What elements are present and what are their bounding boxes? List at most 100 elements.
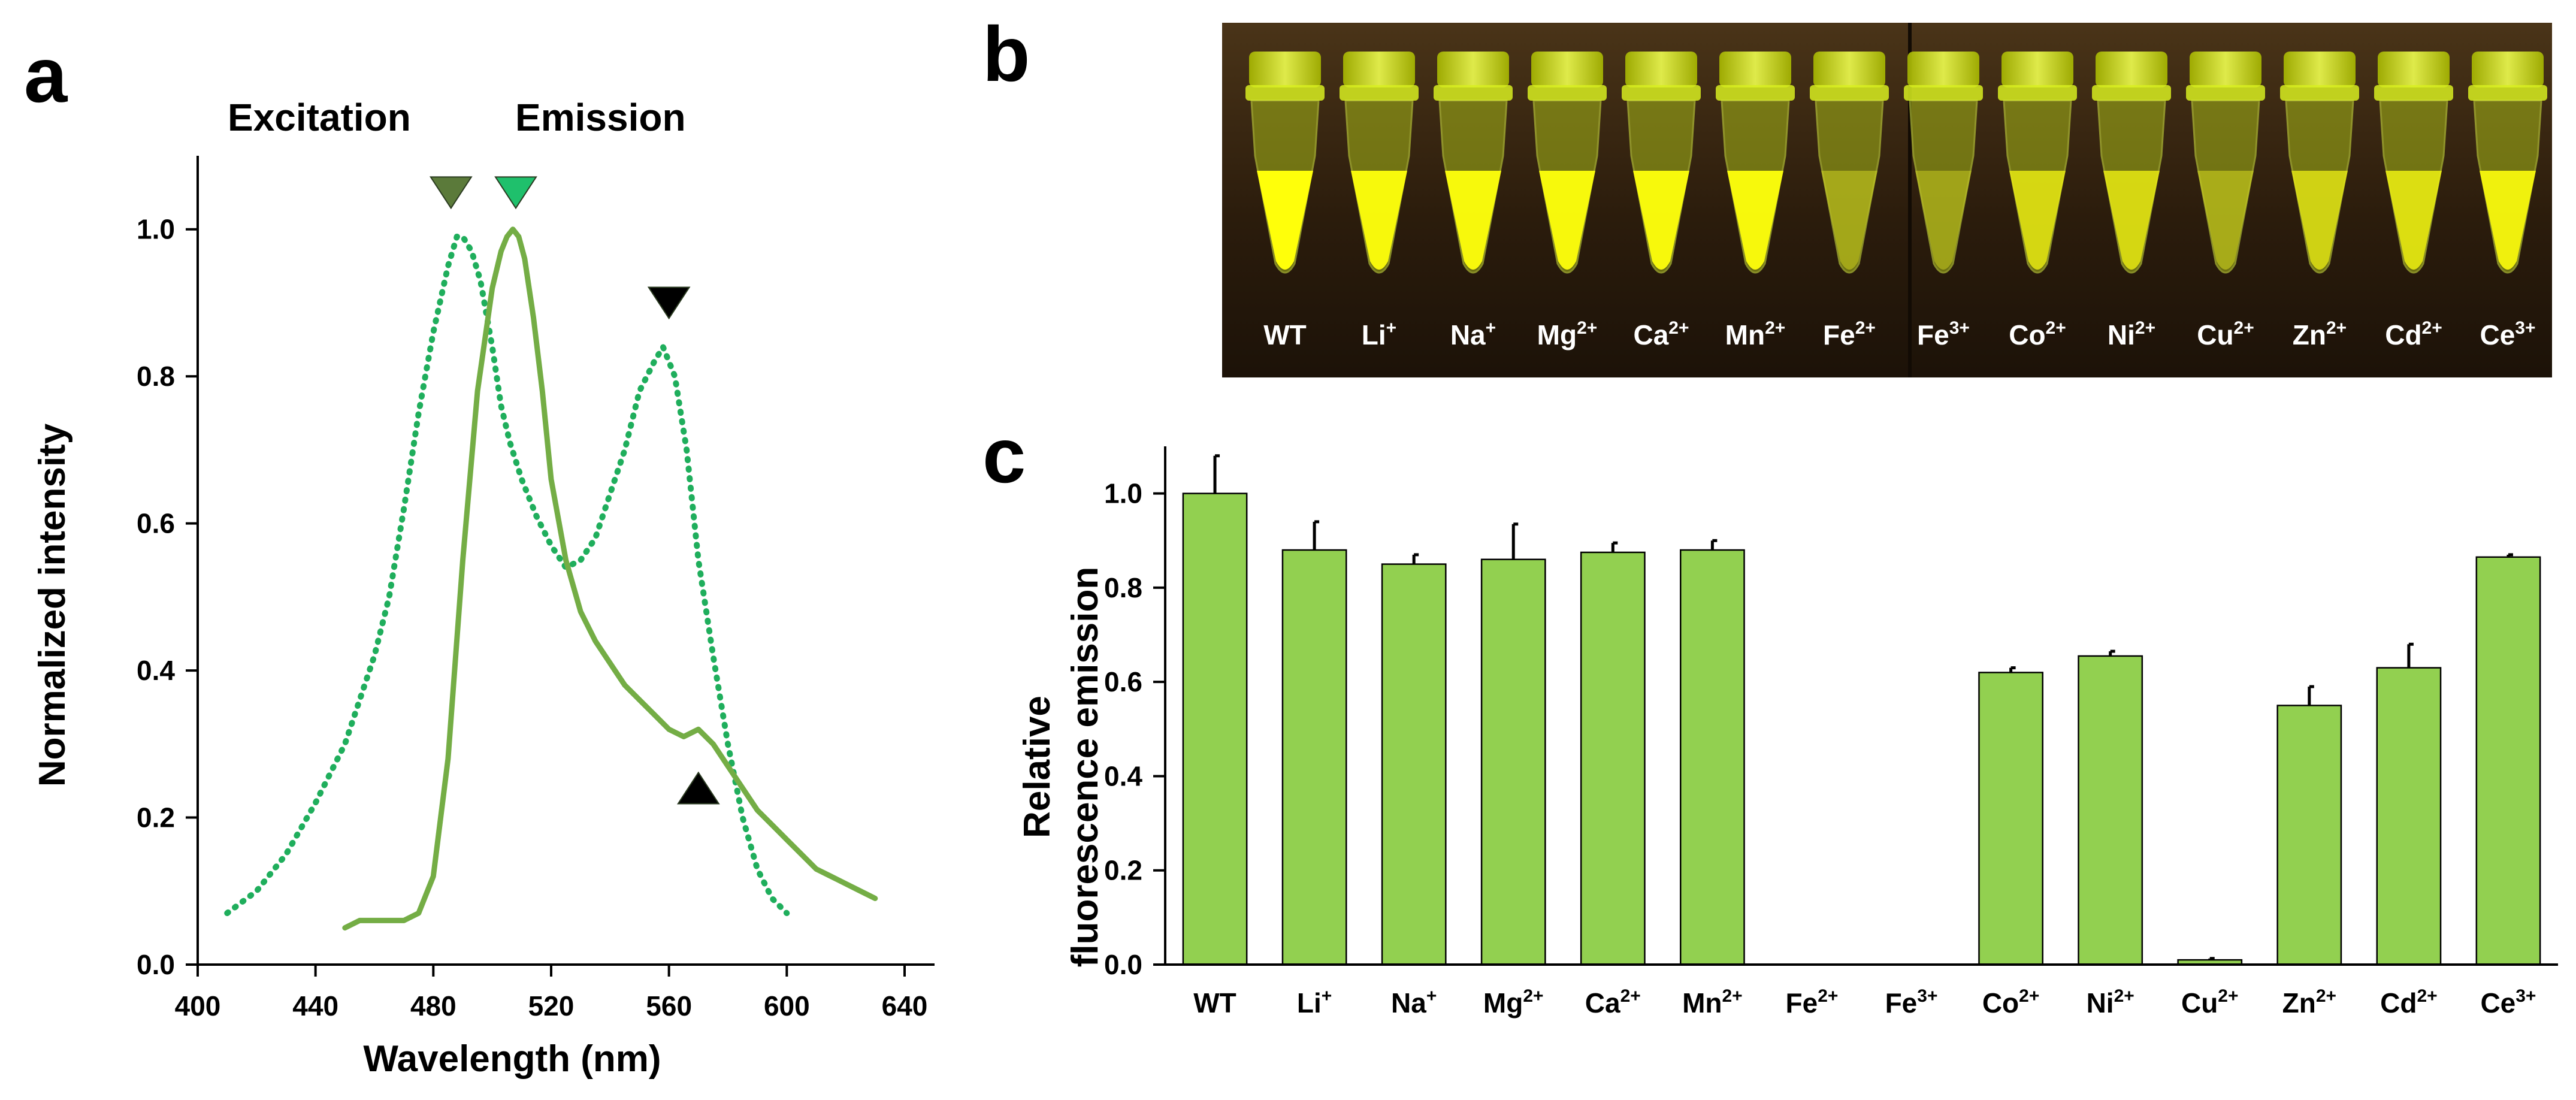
tube-label: Mg2+: [1537, 318, 1598, 350]
x-category-label: Fe2+: [1786, 986, 1839, 1019]
tube-liquid: [1821, 171, 1877, 270]
x-category-label: Ni2+: [2087, 986, 2134, 1019]
tube-cap: [1719, 52, 1791, 87]
y-tick-label: 0.0: [137, 949, 175, 980]
y-tick-label: 0.0: [1104, 949, 1142, 980]
bar: [1680, 549, 1745, 966]
x-category-label: Li+: [1297, 986, 1332, 1019]
tube: Na+: [1434, 52, 1513, 350]
tube: WT: [1245, 52, 1325, 350]
bar: [1381, 563, 1447, 966]
tube: Mg2+: [1528, 52, 1607, 350]
bar: [1281, 549, 1347, 966]
tube-label: Fe3+: [1917, 318, 1970, 350]
bar: [1978, 672, 2044, 966]
x-tick-label: 440: [292, 990, 338, 1022]
tube-rim: [1810, 85, 1889, 101]
tube-label: Na+: [1450, 318, 1496, 350]
tube-label: Co2+: [2009, 318, 2066, 350]
y-axis-title: Normalized intensity: [32, 423, 73, 787]
tube-cap: [2096, 52, 2167, 87]
x-category-label: WT: [1193, 987, 1236, 1019]
y-tick-label: 0.2: [137, 802, 175, 833]
tube-cap: [2378, 52, 2450, 87]
tube-liquid: [1539, 171, 1595, 270]
tube-rim: [2186, 85, 2265, 101]
x-category-label: Ca2+: [1585, 986, 1641, 1019]
excitation-shoulder-marker: [647, 286, 691, 320]
x-category-label: Zn2+: [2282, 986, 2336, 1019]
tube-liquid: [2385, 171, 2442, 270]
tube-rim: [1904, 85, 1983, 101]
bar: [2276, 705, 2342, 966]
tube-liquid: [2291, 171, 2348, 270]
y-tick-label: 0.4: [1104, 760, 1142, 791]
tube-label: Cd2+: [2385, 318, 2442, 350]
tube-rim: [1528, 85, 1607, 101]
tube-rim: [1434, 85, 1513, 101]
x-category-label: Fe3+: [1885, 986, 1938, 1019]
x-category-label: Cu2+: [2181, 986, 2239, 1019]
tube: Fe3+: [1904, 52, 1983, 350]
tube-liquid: [1727, 171, 1783, 270]
tube-cap: [1625, 52, 1697, 87]
bar-chart: 0.0 0.2 0.4 0.6 0.8 1.0 WT Li+ Na+ Mg2+ Ca2+ Mn2+ Fe…: [1017, 446, 2558, 1019]
y-tick-label: 0.6: [137, 508, 175, 539]
bar: [1480, 558, 1546, 966]
emission-peak-marker: [494, 176, 537, 210]
tube-liquid: [1257, 171, 1313, 270]
tube: Cd2+: [2374, 52, 2453, 350]
x-category-label: Mn2+: [1682, 986, 1743, 1019]
tube-cap: [1249, 52, 1321, 87]
tube-label: Ce3+: [2480, 318, 2535, 350]
tube: Fe2+: [1810, 52, 1889, 350]
y-tick-label: 0.8: [1104, 572, 1142, 603]
x-tick-label: 520: [528, 990, 575, 1022]
tube-liquid: [2103, 171, 2160, 270]
y-tick-label: 0.6: [1104, 666, 1142, 697]
tube-liquid: [2009, 171, 2066, 270]
tube-cap: [2284, 52, 2356, 87]
tube-label: Cu2+: [2197, 318, 2254, 350]
excitation-title: Excitation: [228, 96, 411, 139]
tube: Mn2+: [1716, 52, 1795, 350]
tube-liquid: [2197, 171, 2254, 270]
tube-rim: [1622, 85, 1701, 101]
spectra-chart: Excitation Emission 400 440 480 520 560 600 64…: [32, 96, 935, 1080]
y-axis-title-line2: fluorescence emission: [1065, 567, 1106, 968]
tube-liquid: [1445, 171, 1501, 270]
photo-seam: [1908, 23, 1912, 377]
tube-label: Zn2+: [2293, 318, 2347, 350]
excitation-peak-marker: [429, 176, 473, 210]
tube-cap: [2001, 52, 2073, 87]
tube-body: [1909, 99, 1978, 274]
tube-rim: [1340, 85, 1419, 101]
tube: Cu2+: [2186, 52, 2265, 350]
y-tick-label: 0.2: [1104, 855, 1142, 886]
y-tick-label: 0.8: [137, 361, 175, 392]
tube: Ce3+: [2468, 52, 2547, 350]
tube-rim: [1716, 85, 1795, 101]
tube-cap: [1343, 52, 1415, 87]
tube-rim: [1998, 85, 2077, 101]
y-tick-label: 0.4: [137, 655, 175, 686]
tube-rim: [2374, 85, 2453, 101]
x-category-label: Co2+: [1982, 986, 2040, 1019]
bar: [1182, 492, 1248, 966]
bar: [2376, 667, 2442, 966]
y-axis-title-line1: Relative: [1017, 696, 1058, 838]
tube-cap: [1813, 52, 1885, 87]
tube-liquid: [1633, 171, 1689, 270]
tube-rim: [2280, 85, 2359, 101]
tube-label: Mn2+: [1725, 318, 1786, 350]
tube-liquid: [2480, 171, 2536, 270]
tube-cap: [2190, 52, 2261, 87]
tube-rim: [2468, 85, 2547, 101]
tube: Zn2+: [2280, 52, 2359, 350]
tube: Ca2+: [1622, 52, 1701, 350]
tube-label: Ni2+: [2108, 318, 2155, 350]
tube: Ni2+: [2092, 52, 2171, 350]
x-tick-label: 400: [175, 990, 221, 1022]
tube-cap: [1907, 52, 1979, 87]
